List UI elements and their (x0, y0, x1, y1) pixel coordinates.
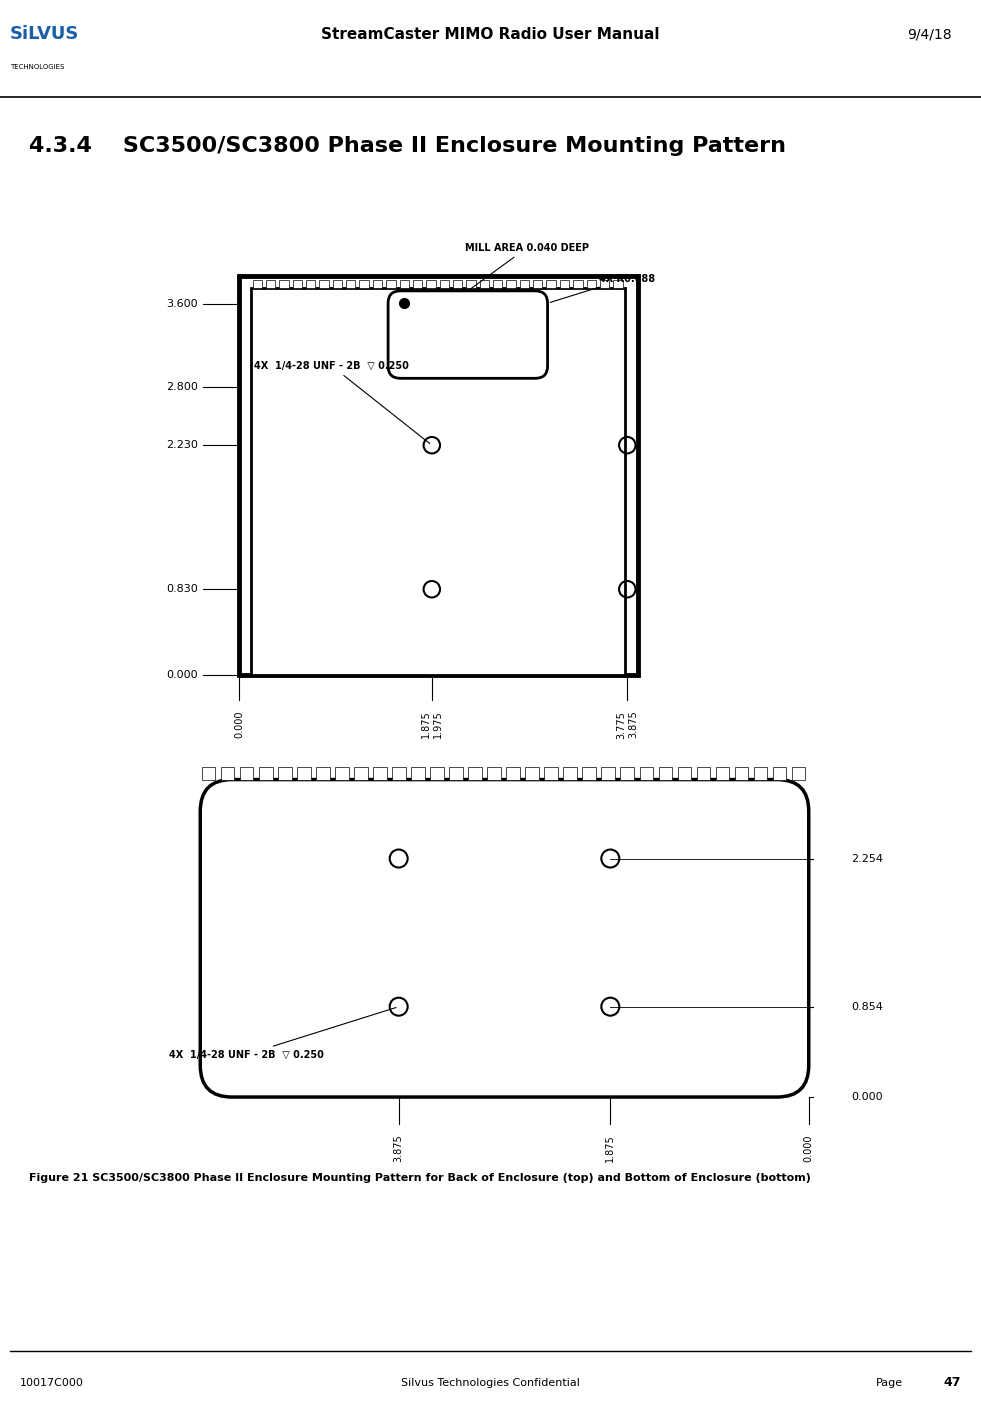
Bar (493, 279, 502, 288)
Text: 3.875: 3.875 (393, 1134, 403, 1161)
Bar (658, 766, 672, 779)
Bar (488, 766, 500, 779)
Bar (240, 766, 253, 779)
Text: 4X  1/4-28 UNF - 2B  ▽ 0.250: 4X 1/4-28 UNF - 2B ▽ 0.250 (254, 361, 430, 443)
Bar (354, 766, 368, 779)
Text: 4.3.4    SC3500/SC3800 Phase II Enclosure Mounting Pattern: 4.3.4 SC3500/SC3800 Phase II Enclosure M… (29, 137, 787, 157)
Text: 3.775
3.875: 3.775 3.875 (616, 711, 638, 738)
Bar (221, 766, 234, 779)
Bar (374, 766, 387, 779)
Text: 3.600: 3.600 (166, 299, 198, 309)
Bar (640, 766, 652, 779)
Text: 1.875: 1.875 (605, 1134, 615, 1161)
Text: 2.800: 2.800 (166, 381, 198, 392)
Bar (715, 766, 729, 779)
Text: SiLVUS: SiLVUS (10, 25, 79, 42)
Bar (359, 279, 369, 288)
Bar (678, 766, 691, 779)
Text: 10017C000: 10017C000 (20, 1377, 83, 1388)
Bar (399, 279, 409, 288)
Text: Page: Page (875, 1377, 903, 1388)
Bar (449, 766, 463, 779)
Bar (621, 766, 634, 779)
Text: 2.230: 2.230 (166, 440, 198, 450)
Bar (259, 766, 273, 779)
Bar (279, 766, 291, 779)
Bar (533, 279, 542, 288)
Bar (506, 279, 516, 288)
Text: 0.000: 0.000 (852, 1092, 883, 1102)
Bar (601, 766, 615, 779)
Text: 1.875
1.975: 1.875 1.975 (421, 711, 442, 738)
Bar (202, 766, 216, 779)
Text: Figure 21 SC3500/SC3800 Phase II Enclosure Mounting Pattern for Back of Enclosur: Figure 21 SC3500/SC3800 Phase II Enclosu… (29, 1173, 811, 1184)
Bar (297, 766, 311, 779)
Bar (251, 288, 625, 674)
Text: 9/4/18: 9/4/18 (907, 28, 952, 41)
Bar (336, 766, 348, 779)
Text: 0.000: 0.000 (166, 670, 198, 680)
Text: MILL AREA 0.040 DEEP: MILL AREA 0.040 DEEP (465, 243, 589, 289)
Bar (506, 766, 520, 779)
Bar (560, 279, 569, 288)
Text: 2.254: 2.254 (852, 854, 883, 864)
Text: 0.000: 0.000 (803, 1134, 814, 1161)
Bar (411, 766, 425, 779)
Bar (587, 279, 595, 288)
Bar (753, 766, 767, 779)
Bar (697, 766, 710, 779)
Bar (468, 766, 482, 779)
Bar (426, 279, 436, 288)
Bar (316, 766, 330, 779)
Text: StreamCaster MIMO Radio User Manual: StreamCaster MIMO Radio User Manual (321, 27, 660, 42)
Bar (387, 279, 395, 288)
Bar (480, 279, 489, 288)
FancyBboxPatch shape (388, 291, 547, 378)
Bar (583, 766, 595, 779)
Text: 47: 47 (944, 1376, 961, 1390)
Bar (599, 279, 609, 288)
Text: TECHNOLOGIES: TECHNOLOGIES (10, 63, 64, 71)
Bar (373, 279, 383, 288)
Bar (563, 766, 577, 779)
Bar (573, 279, 583, 288)
Bar (333, 279, 342, 288)
Bar (413, 279, 422, 288)
Bar (280, 279, 288, 288)
Bar (735, 766, 748, 779)
Text: 4X R0.088: 4X R0.088 (550, 274, 655, 302)
Bar (613, 279, 623, 288)
Bar (792, 766, 805, 779)
Bar (546, 279, 556, 288)
Bar (466, 279, 476, 288)
Bar (520, 279, 529, 288)
Bar (306, 279, 315, 288)
Text: 0.830: 0.830 (166, 584, 198, 594)
Bar (439, 279, 449, 288)
Text: Silvus Technologies Confidential: Silvus Technologies Confidential (401, 1377, 580, 1388)
Text: 0.854: 0.854 (852, 1002, 883, 1012)
Bar (392, 766, 405, 779)
Bar (239, 277, 638, 674)
Bar (346, 279, 355, 288)
Bar (292, 279, 302, 288)
Bar (453, 279, 462, 288)
Text: 0.000: 0.000 (233, 711, 244, 738)
Bar (526, 766, 539, 779)
Bar (773, 766, 786, 779)
Bar (431, 766, 443, 779)
Bar (252, 279, 262, 288)
FancyBboxPatch shape (200, 779, 808, 1098)
Bar (266, 279, 276, 288)
Bar (544, 766, 558, 779)
Text: 4X  1/4-28 UNF - 2B  ▽ 0.250: 4X 1/4-28 UNF - 2B ▽ 0.250 (169, 1007, 396, 1060)
Bar (320, 279, 329, 288)
